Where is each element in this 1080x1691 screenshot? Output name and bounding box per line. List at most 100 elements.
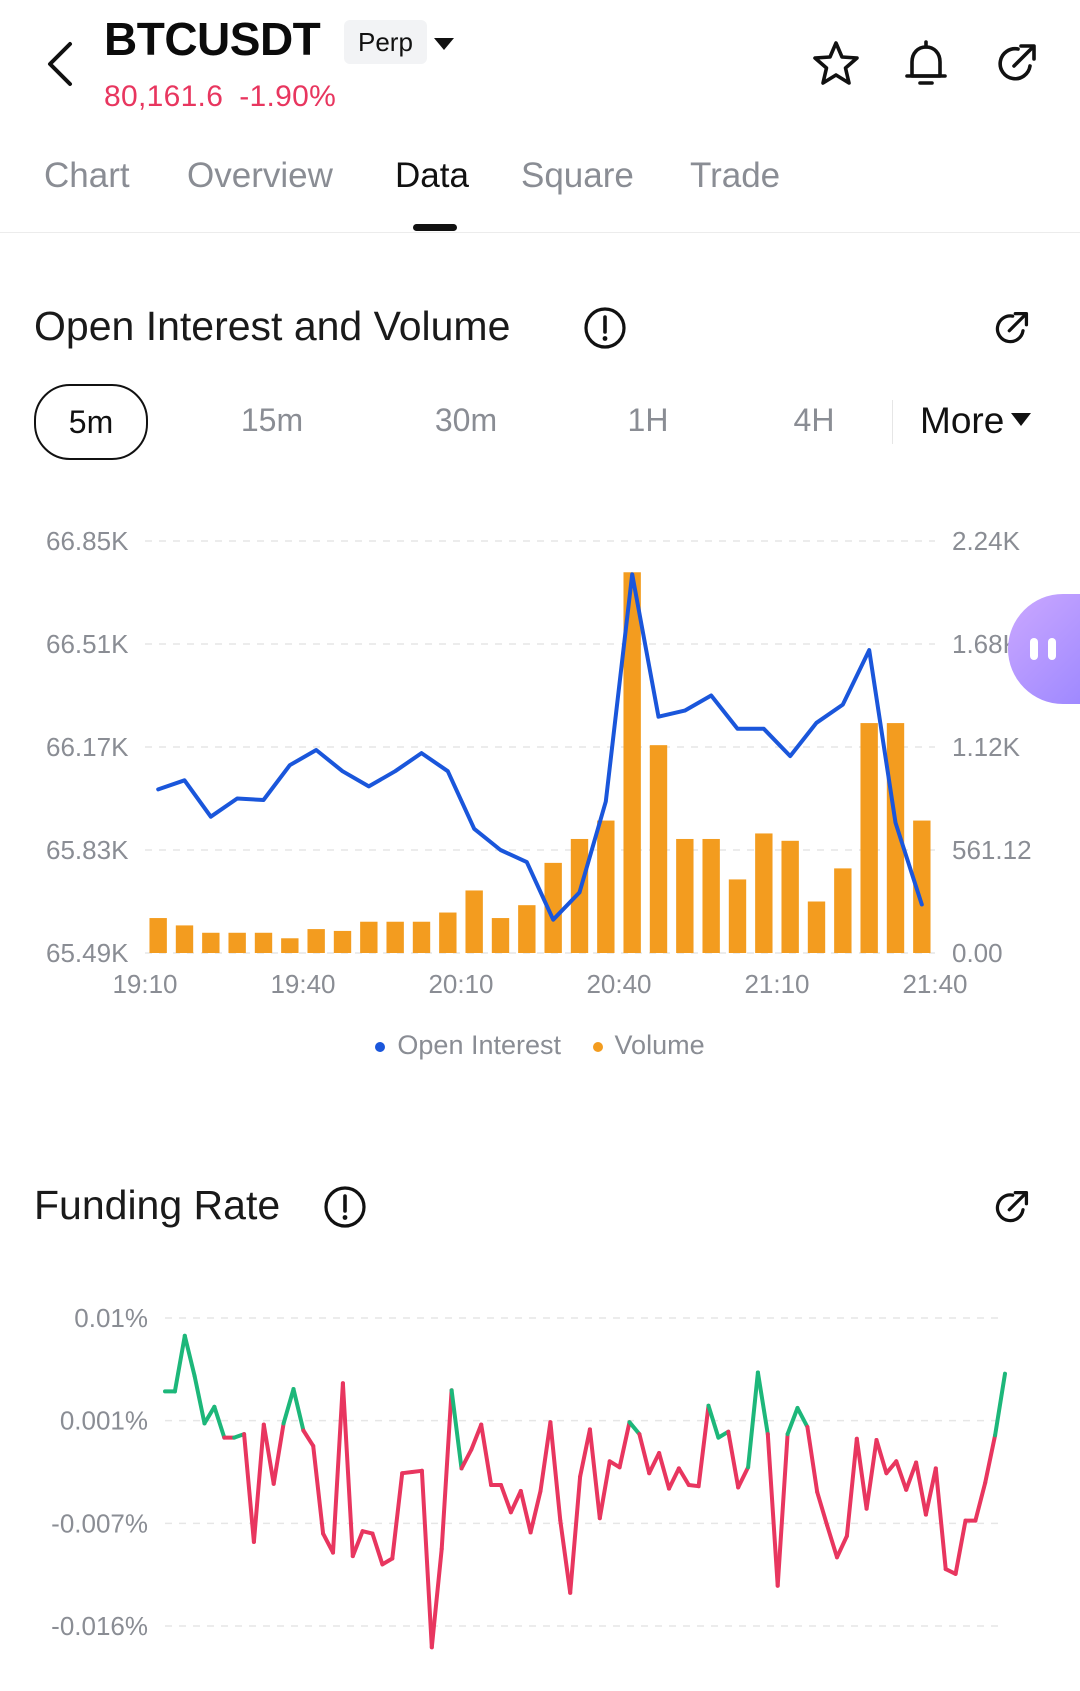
price-change: -1.90% (239, 80, 337, 113)
back-arrow-icon (48, 42, 72, 86)
more-intervals-button[interactable]: More (920, 400, 1032, 442)
funding-rate-negative-segment (548, 1420, 563, 1523)
open-interest-info-button[interactable] (582, 305, 628, 351)
share-icon (998, 44, 1036, 81)
funding-rate-negative-segment (271, 1421, 286, 1486)
symbol-title[interactable]: BTCUSDT (104, 13, 321, 65)
interval-separator (892, 400, 893, 444)
interval-selector: 5m 15m 30m 1H 4H (0, 384, 1080, 460)
volume-bar (281, 938, 299, 953)
volume-bar (702, 838, 720, 953)
funding-rate-negative-segment (775, 1432, 790, 1588)
funding-rate-negative-segment (340, 1381, 355, 1559)
volume-bar (649, 745, 668, 953)
funding-rate-negative-segment (439, 1388, 454, 1551)
legend-dot-icon (375, 1041, 386, 1052)
share-button[interactable] (988, 36, 1044, 92)
tab-chart[interactable]: Chart (44, 156, 130, 195)
funding-rate-chart: 0.01% 0.001% -0.007% -0.016% (51, 1303, 1007, 1650)
volume-bar (755, 833, 773, 953)
volume-bar (439, 912, 457, 953)
funding-rate-negative-segment (479, 1422, 494, 1487)
funding-rate-negative-segment (637, 1432, 652, 1476)
volume-bar (202, 932, 220, 953)
funding-rate-negative-segment (904, 1460, 919, 1492)
tab-bar: Chart Overview Data Square Trade (0, 150, 1080, 232)
funding-rate-info-button[interactable] (322, 1184, 368, 1230)
tab-overview[interactable]: Overview (187, 156, 333, 195)
favorite-button[interactable] (808, 36, 864, 92)
x-tick-label: 19:10 (112, 969, 177, 999)
share-icon (995, 1190, 1029, 1223)
funding-rate-negative-segment (578, 1427, 592, 1479)
funding-rate-negative-segment (242, 1432, 256, 1544)
y-left-tick-label: 66.51K (46, 629, 129, 659)
y-right-tick-label: 561.12 (952, 835, 1032, 865)
funding-rate-negative-segment (568, 1474, 583, 1595)
volume-bar (386, 921, 404, 953)
funding-rate-negative-segment (508, 1489, 523, 1515)
funding-rate-negative-segment (884, 1459, 899, 1476)
funding-rate-negative-segment (597, 1459, 612, 1521)
tab-square[interactable]: Square (521, 156, 634, 195)
volume-bar (807, 901, 826, 953)
funding-rate-positive-segment (202, 1404, 217, 1426)
funding-rate-positive-segment (746, 1370, 760, 1470)
volume-bar (913, 820, 931, 953)
tab-data[interactable]: Data (395, 156, 469, 195)
funding-rate-negative-segment (617, 1420, 632, 1470)
interval-5m[interactable]: 5m (34, 384, 148, 460)
funding-rate-negative-segment (419, 1468, 434, 1650)
volume-bar (360, 921, 378, 953)
funding-rate-negative-segment (350, 1529, 365, 1559)
x-tick-label: 21:10 (744, 969, 809, 999)
funding-rate-positive-segment (291, 1387, 306, 1433)
y-tick-label: 0.001% (60, 1406, 148, 1436)
contract-dropdown[interactable] (430, 24, 458, 60)
volume-bar (623, 572, 641, 953)
tab-trade[interactable]: Trade (690, 156, 781, 195)
info-icon (324, 1186, 366, 1228)
funding-rate-positive-segment (785, 1406, 800, 1437)
open-interest-share-button[interactable] (987, 305, 1035, 353)
y-left-tick-label: 66.85K (46, 526, 129, 556)
last-price: 80,161.6 (104, 80, 224, 113)
volume-bar (149, 918, 167, 953)
price-alert-button[interactable] (898, 36, 954, 92)
funding-rate-positive-segment (281, 1387, 296, 1426)
chart-legend: Open Interest Volume (0, 1030, 1080, 1061)
contract-type-badge[interactable]: Perp (344, 20, 427, 64)
volume-bar (254, 932, 273, 953)
volume-bar (676, 838, 694, 953)
interval-4h[interactable]: 4H (793, 402, 835, 438)
legend-open-interest: Open Interest (375, 1030, 561, 1061)
funding-rate-positive-segment (706, 1403, 721, 1440)
funding-rate-negative-segment (825, 1523, 839, 1560)
x-tick-label: 21:40 (902, 969, 967, 999)
pause-bar-icon (1030, 638, 1038, 660)
funding-rate-negative-segment (805, 1425, 820, 1495)
volume-bar (570, 838, 589, 953)
funding-rate-negative-segment (429, 1547, 444, 1650)
y-tick-label: 0.01% (74, 1303, 148, 1333)
back-button[interactable] (38, 36, 86, 92)
interval-1h[interactable]: 1H (627, 402, 669, 438)
volume-bar (491, 918, 510, 953)
interval-30m[interactable]: 30m (434, 402, 498, 438)
y-right-tick-label: 0.00 (952, 938, 1003, 968)
interval-15m[interactable]: 15m (240, 402, 304, 438)
funding-rate-share-button[interactable] (987, 1184, 1035, 1232)
funding-rate-title: Funding Rate (34, 1182, 281, 1228)
volume-bar (175, 925, 194, 953)
funding-rate-negative-segment (587, 1427, 602, 1521)
open-interest-volume-chart: 65.49K 0.00 65.83K 561.12 66.17K 1.12K 66.51K 1… (46, 526, 1032, 999)
funding-rate-negative-segment (854, 1436, 869, 1511)
star-icon (813, 41, 859, 85)
volume-bar (728, 879, 747, 953)
y-right-tick-label: 1.12K (952, 732, 1021, 762)
funding-rate-negative-segment (331, 1381, 345, 1555)
volume-bar (307, 929, 325, 953)
x-tick-label: 20:10 (428, 969, 493, 999)
funding-rate-negative-segment (914, 1460, 928, 1517)
funding-rate-negative-segment (676, 1466, 691, 1487)
